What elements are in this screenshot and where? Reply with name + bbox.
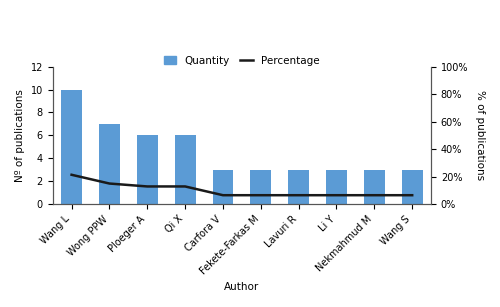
Bar	[364, 170, 384, 204]
X-axis label: Author: Author	[224, 282, 260, 292]
Y-axis label: % of publications: % of publications	[475, 90, 485, 181]
Y-axis label: Nº of publications: Nº of publications	[15, 89, 25, 182]
Bar	[212, 170, 234, 204]
Bar	[137, 135, 158, 204]
Bar	[61, 90, 82, 204]
Legend: Quantity, Percentage: Quantity, Percentage	[160, 51, 324, 70]
Bar	[288, 170, 309, 204]
Bar	[99, 124, 120, 204]
Bar	[402, 170, 422, 204]
Bar	[326, 170, 347, 204]
Bar	[174, 135, 196, 204]
Bar	[250, 170, 271, 204]
